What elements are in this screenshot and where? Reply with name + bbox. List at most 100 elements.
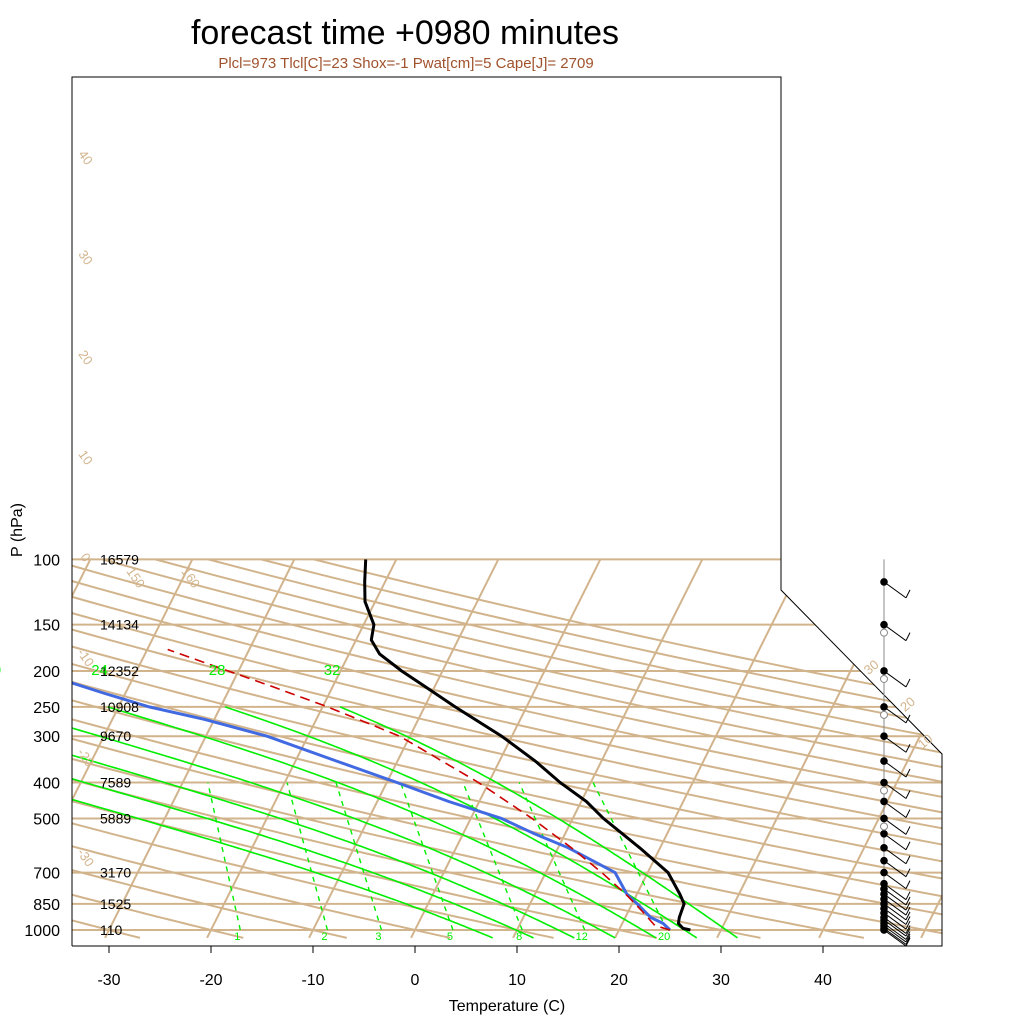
y-axis-label: P (hPa) (9, 503, 26, 557)
wind-level-open-dot (880, 674, 888, 683)
wind-barb-column (880, 559, 911, 947)
wind-barb-feather (905, 916, 911, 925)
x-tick-label: 20 (610, 972, 628, 989)
wind-barb-staff (883, 706, 907, 724)
wind-barb-staff (883, 929, 907, 947)
height-label: 16579 (100, 551, 139, 567)
left-theta-label: 10 (75, 447, 96, 467)
x-tick-label: 30 (712, 972, 730, 989)
plot-border (71, 76, 943, 947)
wind-barb-staff (883, 847, 907, 865)
wind-barb-feather (905, 906, 911, 916)
dry-adiabat-line (72, 558, 942, 939)
dry-adiabat-line (208, 558, 942, 939)
pressure-tick-label: 150 (33, 618, 60, 635)
height-label: 5889 (100, 810, 131, 826)
mixing-ratio-line (518, 782, 586, 931)
chart-subtitle: Plcl=973 Tlcl[C]=23 Shox=-1 Pwat[cm]=5 C… (218, 55, 593, 72)
moist-adiabat-line (224, 706, 698, 939)
wind-barb-staff (883, 919, 907, 937)
wind-barb-feather (905, 714, 911, 724)
chart-title: forecast time +0980 minutes (191, 14, 619, 52)
pressure-tick-label: 700 (33, 866, 60, 883)
dry-adiabat-line (72, 558, 554, 939)
mixing-ratio-label: 20 (658, 931, 670, 943)
moist-adiabat-label: 20 (0, 662, 1, 679)
dry-adiabat-line (72, 558, 942, 939)
wind-barb-feather (905, 933, 911, 943)
wind-barb-feather (905, 925, 911, 934)
wind-barb-staff (883, 760, 907, 778)
dry-adiabat-line (72, 558, 761, 939)
height-label: 10908 (100, 699, 139, 715)
wind-barb-feather (905, 891, 911, 900)
dry-adiabat-line (72, 558, 942, 939)
height-label: 14134 (100, 617, 139, 633)
dry-adiabat-line (72, 558, 451, 939)
dry-adiabat-line (72, 558, 942, 939)
pressure-tick-label: 300 (33, 729, 60, 746)
height-label: 12352 (100, 663, 139, 679)
isotherm-line (72, 558, 194, 939)
wind-barb-staff (883, 903, 907, 921)
dry-adiabat-line (72, 558, 865, 939)
moist-adiabat-line (339, 706, 738, 939)
x-tick-label: 0 (411, 972, 420, 989)
wind-barb-staff (883, 782, 907, 799)
dry-adiabat-line (102, 558, 942, 939)
plot-frame (71, 76, 943, 953)
pressure-tick-label: 250 (33, 700, 60, 717)
temperature-profile-line (363, 559, 691, 932)
x-axis-label: Temperature (C) (449, 998, 565, 1015)
moist-adiabat-line (72, 706, 494, 939)
wind-barb-feather (905, 937, 911, 947)
wind-barb-staff (883, 888, 907, 906)
x-tick-label: 10 (508, 972, 526, 989)
left-theta-label: 0 (77, 550, 93, 565)
moist-adiabat-label: 32 (324, 662, 341, 679)
wind-barb-feather (905, 678, 911, 688)
wind-level-open-dot (880, 710, 888, 719)
wind-barb-feather (905, 931, 911, 940)
mixing-ratio-label: 5 (447, 931, 453, 943)
parcel-path-line (167, 648, 671, 931)
wind-barb-staff (883, 860, 907, 878)
wind-level-open-dot (880, 628, 888, 637)
x-tick-label: -30 (97, 972, 120, 989)
wind-barb-feather (905, 936, 911, 945)
wind-barb-feather (905, 809, 911, 818)
wind-barb-feather (905, 868, 911, 877)
wind-barb-feather (905, 920, 911, 930)
wind-barb-feather (905, 841, 911, 851)
wind-barb-feather (905, 768, 911, 778)
dry-adiabat-line (72, 558, 942, 939)
pressure-tick-label: 850 (33, 897, 60, 914)
pressure-tick-label: 400 (33, 776, 60, 793)
wind-barb-staff (883, 917, 907, 934)
wind-barb-feather (905, 589, 911, 599)
dewpoint-profile-line (72, 558, 672, 932)
moist-adiabat-line (72, 706, 575, 939)
left-theta-label: 20 (75, 347, 96, 367)
mixing-ratio-line (399, 782, 454, 931)
wind-barb-feather (905, 927, 911, 937)
wind-barb-feather (905, 855, 911, 865)
dry-adiabat-line (72, 558, 658, 939)
wind-barb-staff (883, 818, 907, 835)
wind-level-open-dot (880, 822, 888, 831)
dry-adiabat-line (72, 558, 348, 939)
wind-barb-feather (905, 826, 911, 835)
isotherm-line (716, 558, 908, 939)
mixing-ratio-label: 8 (516, 931, 522, 943)
height-label: 1525 (100, 896, 131, 912)
wind-barb-staff (883, 872, 907, 889)
dry-adiabat-line (72, 558, 942, 939)
moist-adiabat-line (72, 706, 534, 939)
pressure-tick-label: 100 (33, 552, 60, 569)
pressure-tick-label: 500 (33, 811, 60, 828)
dry-adiabat-line (72, 558, 942, 939)
dry-adiabat-line (72, 558, 942, 939)
wind-barb-feather (905, 790, 911, 799)
height-label: 3170 (100, 865, 131, 881)
